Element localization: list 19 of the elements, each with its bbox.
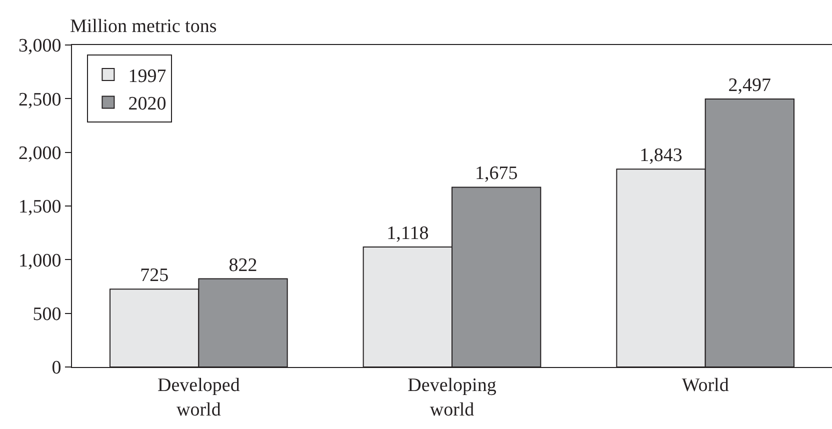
data-label: 822: [228, 254, 258, 276]
y-tick-label: 2,500: [18, 89, 62, 110]
data-label: 2,497: [728, 74, 772, 96]
legend-label: 1997: [128, 66, 166, 87]
x-tick-label: World: [682, 374, 730, 396]
data-label: 1,675: [474, 163, 518, 184]
data-label: 1,843: [640, 145, 682, 166]
y-tick-label: 0: [52, 358, 62, 379]
y-tick-label: 500: [32, 304, 62, 325]
y-tick-label: 3,000: [18, 36, 62, 57]
x-tick-label: Developed world: [158, 374, 240, 420]
legend-label: 2020: [128, 94, 166, 115]
y-tick-label: 2,000: [18, 142, 62, 164]
y-tick-label: 1,500: [18, 196, 62, 218]
data-label: 1,118: [386, 223, 429, 244]
y-tick-label: 1,000: [18, 250, 62, 272]
x-tick-label: Developing world: [408, 374, 497, 420]
y-axis-title: Million metric tons: [70, 16, 217, 37]
data-label: 725: [140, 265, 169, 286]
